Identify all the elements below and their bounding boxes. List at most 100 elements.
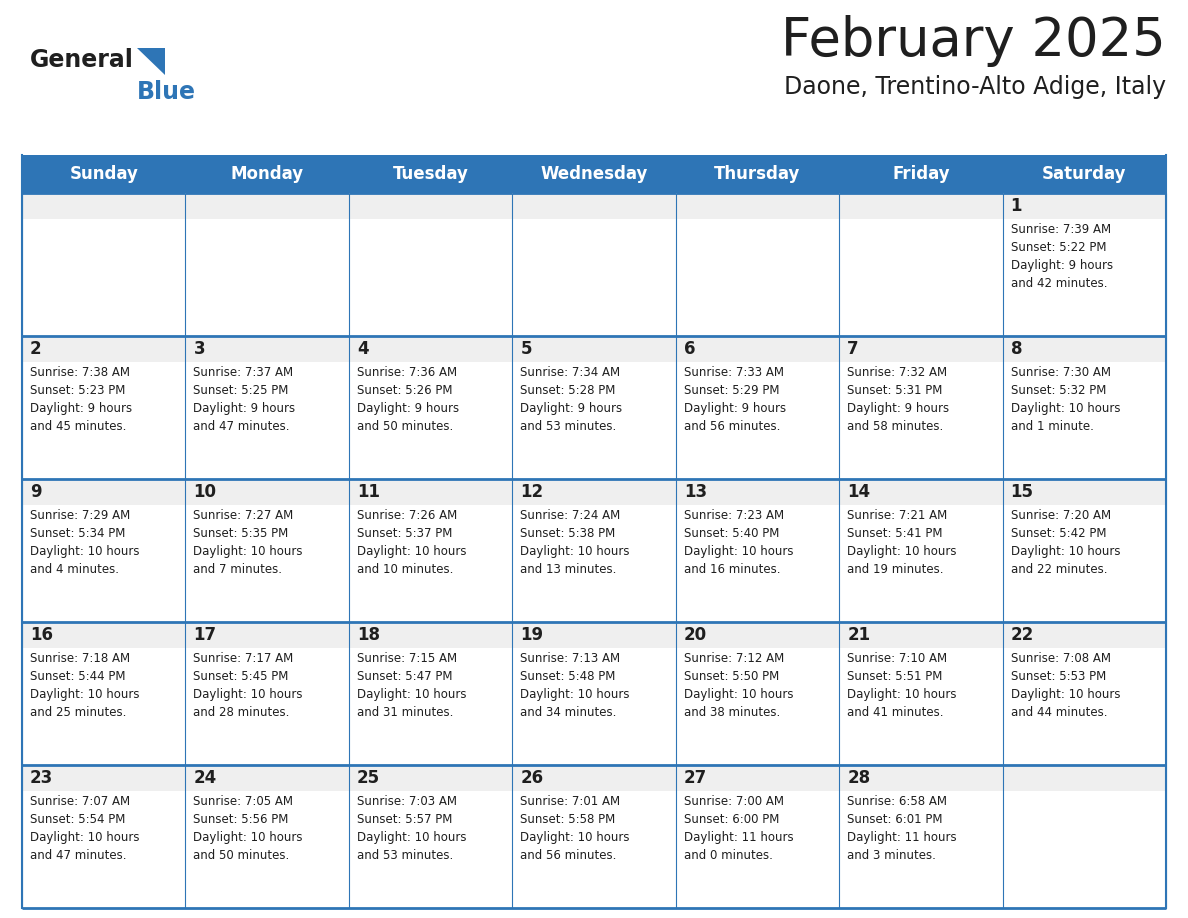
Text: Sunrise: 7:07 AM
Sunset: 5:54 PM
Daylight: 10 hours
and 47 minutes.: Sunrise: 7:07 AM Sunset: 5:54 PM Dayligh… — [30, 795, 139, 862]
Bar — [349, 505, 512, 622]
Bar — [23, 765, 185, 791]
Text: Friday: Friday — [892, 165, 949, 183]
Text: 20: 20 — [684, 626, 707, 644]
Bar — [23, 648, 185, 765]
Text: 3: 3 — [194, 340, 206, 358]
Text: Sunrise: 7:24 AM
Sunset: 5:38 PM
Daylight: 10 hours
and 13 minutes.: Sunrise: 7:24 AM Sunset: 5:38 PM Dayligh… — [520, 509, 630, 576]
Bar — [1003, 362, 1165, 479]
Text: Sunrise: 7:18 AM
Sunset: 5:44 PM
Daylight: 10 hours
and 25 minutes.: Sunrise: 7:18 AM Sunset: 5:44 PM Dayligh… — [30, 652, 139, 719]
Polygon shape — [137, 48, 165, 75]
Bar — [349, 219, 512, 336]
Text: 26: 26 — [520, 769, 543, 787]
Text: 19: 19 — [520, 626, 543, 644]
Bar — [839, 336, 1003, 362]
Bar — [512, 791, 676, 908]
Bar — [349, 479, 512, 505]
Bar — [185, 648, 349, 765]
Text: Sunrise: 7:20 AM
Sunset: 5:42 PM
Daylight: 10 hours
and 22 minutes.: Sunrise: 7:20 AM Sunset: 5:42 PM Dayligh… — [1011, 509, 1120, 576]
Bar — [839, 505, 1003, 622]
Bar — [1003, 193, 1165, 219]
Bar — [1003, 336, 1165, 362]
Text: 28: 28 — [847, 769, 871, 787]
Text: Sunrise: 7:33 AM
Sunset: 5:29 PM
Daylight: 9 hours
and 56 minutes.: Sunrise: 7:33 AM Sunset: 5:29 PM Dayligh… — [684, 366, 785, 433]
Bar — [839, 219, 1003, 336]
Bar — [676, 362, 839, 479]
Bar — [185, 193, 349, 219]
Bar — [676, 193, 839, 219]
Text: 18: 18 — [356, 626, 380, 644]
Bar — [349, 648, 512, 765]
Bar — [839, 765, 1003, 791]
Text: Sunrise: 7:34 AM
Sunset: 5:28 PM
Daylight: 9 hours
and 53 minutes.: Sunrise: 7:34 AM Sunset: 5:28 PM Dayligh… — [520, 366, 623, 433]
Text: 6: 6 — [684, 340, 695, 358]
Text: Sunday: Sunday — [69, 165, 138, 183]
Text: 11: 11 — [356, 483, 380, 501]
Bar — [23, 219, 185, 336]
Text: Blue: Blue — [137, 80, 196, 104]
Bar — [512, 479, 676, 505]
Bar — [185, 362, 349, 479]
Bar — [349, 622, 512, 648]
Text: Thursday: Thursday — [714, 165, 801, 183]
Text: 1: 1 — [1011, 197, 1022, 215]
Bar — [512, 219, 676, 336]
Bar — [839, 622, 1003, 648]
Text: Sunrise: 6:58 AM
Sunset: 6:01 PM
Daylight: 11 hours
and 3 minutes.: Sunrise: 6:58 AM Sunset: 6:01 PM Dayligh… — [847, 795, 956, 862]
Text: February 2025: February 2025 — [782, 15, 1165, 67]
Bar — [185, 622, 349, 648]
Text: Sunrise: 7:13 AM
Sunset: 5:48 PM
Daylight: 10 hours
and 34 minutes.: Sunrise: 7:13 AM Sunset: 5:48 PM Dayligh… — [520, 652, 630, 719]
Bar — [676, 648, 839, 765]
Text: 24: 24 — [194, 769, 216, 787]
Text: 9: 9 — [30, 483, 42, 501]
Text: Tuesday: Tuesday — [392, 165, 468, 183]
Text: 14: 14 — [847, 483, 871, 501]
Bar — [676, 219, 839, 336]
Bar — [23, 479, 185, 505]
Bar — [676, 336, 839, 362]
Text: General: General — [30, 48, 134, 72]
Bar — [512, 362, 676, 479]
Text: 23: 23 — [30, 769, 53, 787]
Bar — [1003, 479, 1165, 505]
Text: Sunrise: 7:21 AM
Sunset: 5:41 PM
Daylight: 10 hours
and 19 minutes.: Sunrise: 7:21 AM Sunset: 5:41 PM Dayligh… — [847, 509, 956, 576]
Bar — [512, 648, 676, 765]
Bar — [349, 791, 512, 908]
Text: Monday: Monday — [230, 165, 304, 183]
Text: Sunrise: 7:29 AM
Sunset: 5:34 PM
Daylight: 10 hours
and 4 minutes.: Sunrise: 7:29 AM Sunset: 5:34 PM Dayligh… — [30, 509, 139, 576]
Bar — [512, 505, 676, 622]
Bar — [1003, 505, 1165, 622]
Text: Sunrise: 7:12 AM
Sunset: 5:50 PM
Daylight: 10 hours
and 38 minutes.: Sunrise: 7:12 AM Sunset: 5:50 PM Dayligh… — [684, 652, 794, 719]
Text: Sunrise: 7:01 AM
Sunset: 5:58 PM
Daylight: 10 hours
and 56 minutes.: Sunrise: 7:01 AM Sunset: 5:58 PM Dayligh… — [520, 795, 630, 862]
Text: 22: 22 — [1011, 626, 1034, 644]
Bar — [23, 193, 185, 219]
Bar — [23, 336, 185, 362]
Text: Sunrise: 7:00 AM
Sunset: 6:00 PM
Daylight: 11 hours
and 0 minutes.: Sunrise: 7:00 AM Sunset: 6:00 PM Dayligh… — [684, 795, 794, 862]
Bar — [839, 362, 1003, 479]
Bar — [512, 622, 676, 648]
Text: 8: 8 — [1011, 340, 1022, 358]
Bar — [676, 479, 839, 505]
Text: 15: 15 — [1011, 483, 1034, 501]
Bar — [23, 505, 185, 622]
Bar — [676, 791, 839, 908]
Text: 12: 12 — [520, 483, 543, 501]
Text: Sunrise: 7:17 AM
Sunset: 5:45 PM
Daylight: 10 hours
and 28 minutes.: Sunrise: 7:17 AM Sunset: 5:45 PM Dayligh… — [194, 652, 303, 719]
Text: Sunrise: 7:03 AM
Sunset: 5:57 PM
Daylight: 10 hours
and 53 minutes.: Sunrise: 7:03 AM Sunset: 5:57 PM Dayligh… — [356, 795, 467, 862]
Text: Sunrise: 7:36 AM
Sunset: 5:26 PM
Daylight: 9 hours
and 50 minutes.: Sunrise: 7:36 AM Sunset: 5:26 PM Dayligh… — [356, 366, 459, 433]
Bar — [839, 791, 1003, 908]
Text: Sunrise: 7:08 AM
Sunset: 5:53 PM
Daylight: 10 hours
and 44 minutes.: Sunrise: 7:08 AM Sunset: 5:53 PM Dayligh… — [1011, 652, 1120, 719]
Text: Sunrise: 7:05 AM
Sunset: 5:56 PM
Daylight: 10 hours
and 50 minutes.: Sunrise: 7:05 AM Sunset: 5:56 PM Dayligh… — [194, 795, 303, 862]
Text: Sunrise: 7:23 AM
Sunset: 5:40 PM
Daylight: 10 hours
and 16 minutes.: Sunrise: 7:23 AM Sunset: 5:40 PM Dayligh… — [684, 509, 794, 576]
Bar — [1003, 765, 1165, 791]
Bar — [23, 622, 185, 648]
Bar — [185, 765, 349, 791]
Text: Sunrise: 7:26 AM
Sunset: 5:37 PM
Daylight: 10 hours
and 10 minutes.: Sunrise: 7:26 AM Sunset: 5:37 PM Dayligh… — [356, 509, 467, 576]
Bar — [23, 791, 185, 908]
Text: Sunrise: 7:15 AM
Sunset: 5:47 PM
Daylight: 10 hours
and 31 minutes.: Sunrise: 7:15 AM Sunset: 5:47 PM Dayligh… — [356, 652, 467, 719]
Text: Sunrise: 7:39 AM
Sunset: 5:22 PM
Daylight: 9 hours
and 42 minutes.: Sunrise: 7:39 AM Sunset: 5:22 PM Dayligh… — [1011, 223, 1113, 290]
Text: Sunrise: 7:32 AM
Sunset: 5:31 PM
Daylight: 9 hours
and 58 minutes.: Sunrise: 7:32 AM Sunset: 5:31 PM Dayligh… — [847, 366, 949, 433]
Bar — [185, 791, 349, 908]
Bar — [1003, 791, 1165, 908]
Bar — [1003, 219, 1165, 336]
Bar — [676, 765, 839, 791]
